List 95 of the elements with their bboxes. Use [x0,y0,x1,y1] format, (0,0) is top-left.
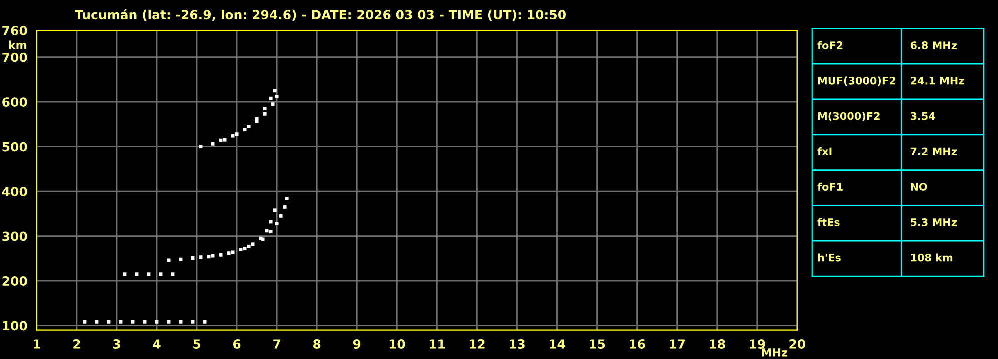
point [247,244,251,248]
y-tick-label: 200 [2,276,28,286]
point [251,242,255,246]
y-tick-label: 700 [2,52,28,62]
text: foF2 [818,41,843,50]
x-tick-label: 14 [550,340,566,349]
y-tick-label: 300 [2,232,28,242]
point [199,256,203,260]
x-tick-label: 15 [590,340,606,349]
point [95,320,99,324]
point [171,272,175,276]
x-tick-label: 10 [390,340,406,349]
point [159,272,163,276]
point [203,320,207,324]
x-tick-label: 18 [710,340,726,349]
text: h'Es [818,254,841,262]
text: foF1 [818,182,843,191]
x-tick-label: 4 [153,340,161,349]
point [131,320,135,324]
point [191,320,195,324]
x-tick-label: 11 [430,340,446,349]
text: 108 km [911,254,953,262]
point [285,197,289,200]
text: ftEs [818,218,840,226]
point [107,320,111,324]
x-tick-label: 9 [353,340,361,349]
y-axis-title: km [9,40,27,50]
text: 3.54 [910,112,936,120]
x-tick-label: 1 [34,340,40,349]
point [191,256,195,260]
x-tick-label: 2 [74,340,80,349]
x-tick-label: 13 [510,340,525,349]
point [269,230,273,234]
point [207,255,211,259]
text: 7.2 MHz [910,148,957,156]
y-tick-label: 760 [2,26,28,36]
point [231,250,235,254]
point [271,102,275,106]
x-tick-label: 6 [233,340,241,349]
point [265,229,269,233]
x-tick-label: 7 [274,340,280,349]
point [123,272,127,276]
point [273,208,277,212]
point [135,272,139,276]
text: 5.3 MHz [911,218,957,226]
x-axis-title: MHz [762,348,788,357]
x-tick-label: 12 [470,340,485,349]
text: NO [911,183,928,191]
point [147,272,151,276]
point [231,134,235,138]
y-tick-label: 400 [2,187,28,197]
point [263,112,267,116]
point [269,220,273,224]
text: MUF(3000)F2 [818,76,896,86]
point [179,320,183,324]
point [273,89,277,93]
point [227,252,231,256]
text: fxI [818,148,832,156]
x-tick-label: 19 [750,340,766,349]
y-tick-label: 500 [2,142,28,152]
point [255,120,259,124]
point [143,320,147,324]
x-tick-label: 8 [314,340,321,349]
text: 24.1 MHz [911,76,964,85]
point [275,95,279,98]
y-tick-label: 100 [3,321,28,331]
point [235,132,239,136]
point [119,320,123,324]
point [199,145,203,149]
x-tick-label: 17 [670,340,686,349]
point [239,248,243,252]
point [269,96,273,100]
chart-title: Tucumán (lat: -26.9, lon: 294.6) - DATE: 2026 03 03 - TIME (UT): 10:50 [75,9,566,22]
point [223,138,227,142]
point [247,125,251,128]
point [83,320,87,324]
point [243,247,247,251]
text: 6.8 MHz [910,42,957,50]
point [279,214,283,218]
x-tick-label: 5 [194,340,200,349]
point [243,128,247,132]
point [179,258,183,262]
point [283,206,287,209]
point [211,142,215,146]
text: M(3000)F2 [818,112,880,122]
point [263,107,267,111]
point [167,320,171,324]
y-tick-label: 600 [2,98,28,108]
x-tick-label: 20 [790,340,806,349]
x-tick-label: 16 [630,340,646,349]
point [219,253,223,257]
point [219,138,223,142]
x-tick-label: 3 [113,340,120,349]
point [275,222,279,226]
point [155,320,159,324]
